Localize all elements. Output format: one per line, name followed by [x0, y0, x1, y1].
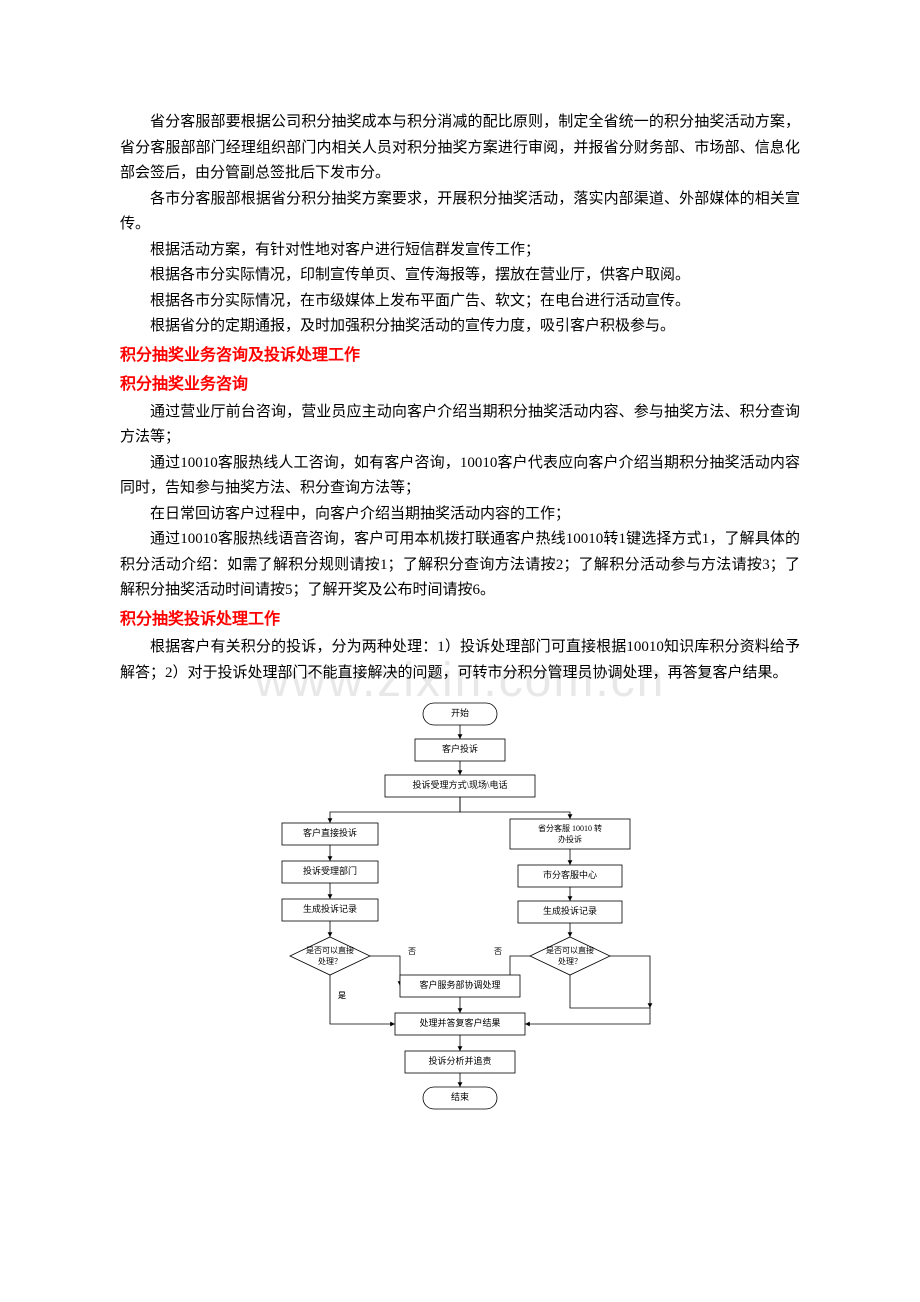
paragraph: 省分客服部要根据公司积分抽奖成本与积分消减的配比原则，制定全省统一的积分抽奖活动…: [120, 110, 800, 187]
paragraph: 在日常回访客户过程中，向客户介绍当期抽奖活动内容的工作；: [120, 502, 800, 528]
svg-text:生成投诉记录: 生成投诉记录: [543, 905, 597, 916]
paragraph: 通过营业厅前台咨询，营业员应主动向客户介绍当期积分抽奖活动内容、参与抽奖方法、积…: [120, 400, 800, 451]
flowchart: 否否是是 开始客户投诉投诉受理方式\现场\电话客户直接投诉省分客服 10010 …: [250, 694, 670, 1114]
svg-text:处理？: 处理？: [558, 956, 582, 966]
svg-text:投诉分析并追责: 投诉分析并追责: [428, 1055, 491, 1066]
heading-section: 积分抽奖业务咨询及投诉处理工作: [120, 342, 800, 369]
paragraph: 通过10010客服热线人工咨询，如有客户咨询，10010客户代表应向客户介绍当期…: [120, 451, 800, 502]
svg-text:处理并答复客户结果: 处理并答复客户结果: [419, 1017, 500, 1028]
paragraph: 根据各市分实际情况，印制宣传单页、宣传海报等，摆放在营业厅，供客户取阅。: [120, 263, 800, 289]
svg-text:投诉受理部门: 投诉受理部门: [303, 865, 357, 876]
heading-subsection: 积分抽奖投诉处理工作: [120, 606, 800, 633]
svg-text:是否可以直接: 是否可以直接: [546, 945, 594, 955]
paragraph: 通过10010客服热线语音咨询，客户可用本机拨打联通客户热线10010转1键选择…: [120, 527, 800, 604]
svg-text:客户投诉: 客户投诉: [442, 743, 478, 754]
svg-text:投诉受理方式\现场\电话: 投诉受理方式\现场\电话: [412, 779, 507, 790]
svg-text:客户直接投诉: 客户直接投诉: [303, 827, 357, 838]
svg-text:客户服务部协调处理: 客户服务部协调处理: [419, 979, 500, 990]
svg-text:处理？: 处理？: [318, 956, 342, 966]
svg-text:省分客服 10010 转: 省分客服 10010 转: [538, 823, 602, 833]
heading-subsection: 积分抽奖业务咨询: [120, 371, 800, 398]
flowchart-container: 否否是是 开始客户投诉投诉受理方式\现场\电话客户直接投诉省分客服 10010 …: [120, 694, 800, 1114]
svg-text:开始: 开始: [451, 707, 469, 718]
paragraph: 根据活动方案，有针对性地对客户进行短信群发宣传工作；: [120, 238, 800, 264]
svg-text:生成投诉记录: 生成投诉记录: [303, 903, 357, 914]
svg-text:否: 否: [408, 947, 416, 956]
document-body: 省分客服部要根据公司积分抽奖成本与积分消减的配比原则，制定全省统一的积分抽奖活动…: [120, 110, 800, 1114]
svg-text:是否可以直接: 是否可以直接: [306, 945, 354, 955]
svg-text:办投诉: 办投诉: [558, 834, 582, 844]
paragraph: 根据各市分实际情况，在市级媒体上发布平面广告、软文；在电台进行活动宣传。: [120, 289, 800, 315]
svg-text:是: 是: [338, 991, 346, 1000]
svg-text:结束: 结束: [451, 1091, 469, 1102]
paragraph: 根据客户有关积分的投诉，分为两种处理：1）投诉处理部门可直接根据10010知识库…: [120, 635, 800, 686]
svg-text:市分客服中心: 市分客服中心: [543, 869, 597, 880]
svg-text:否: 否: [494, 947, 502, 956]
paragraph: 根据省分的定期通报，及时加强积分抽奖活动的宣传力度，吸引客户积极参与。: [120, 314, 800, 340]
paragraph: 各市分客服部根据省分积分抽奖方案要求，开展积分抽奖活动，落实内部渠道、外部媒体的…: [120, 187, 800, 238]
